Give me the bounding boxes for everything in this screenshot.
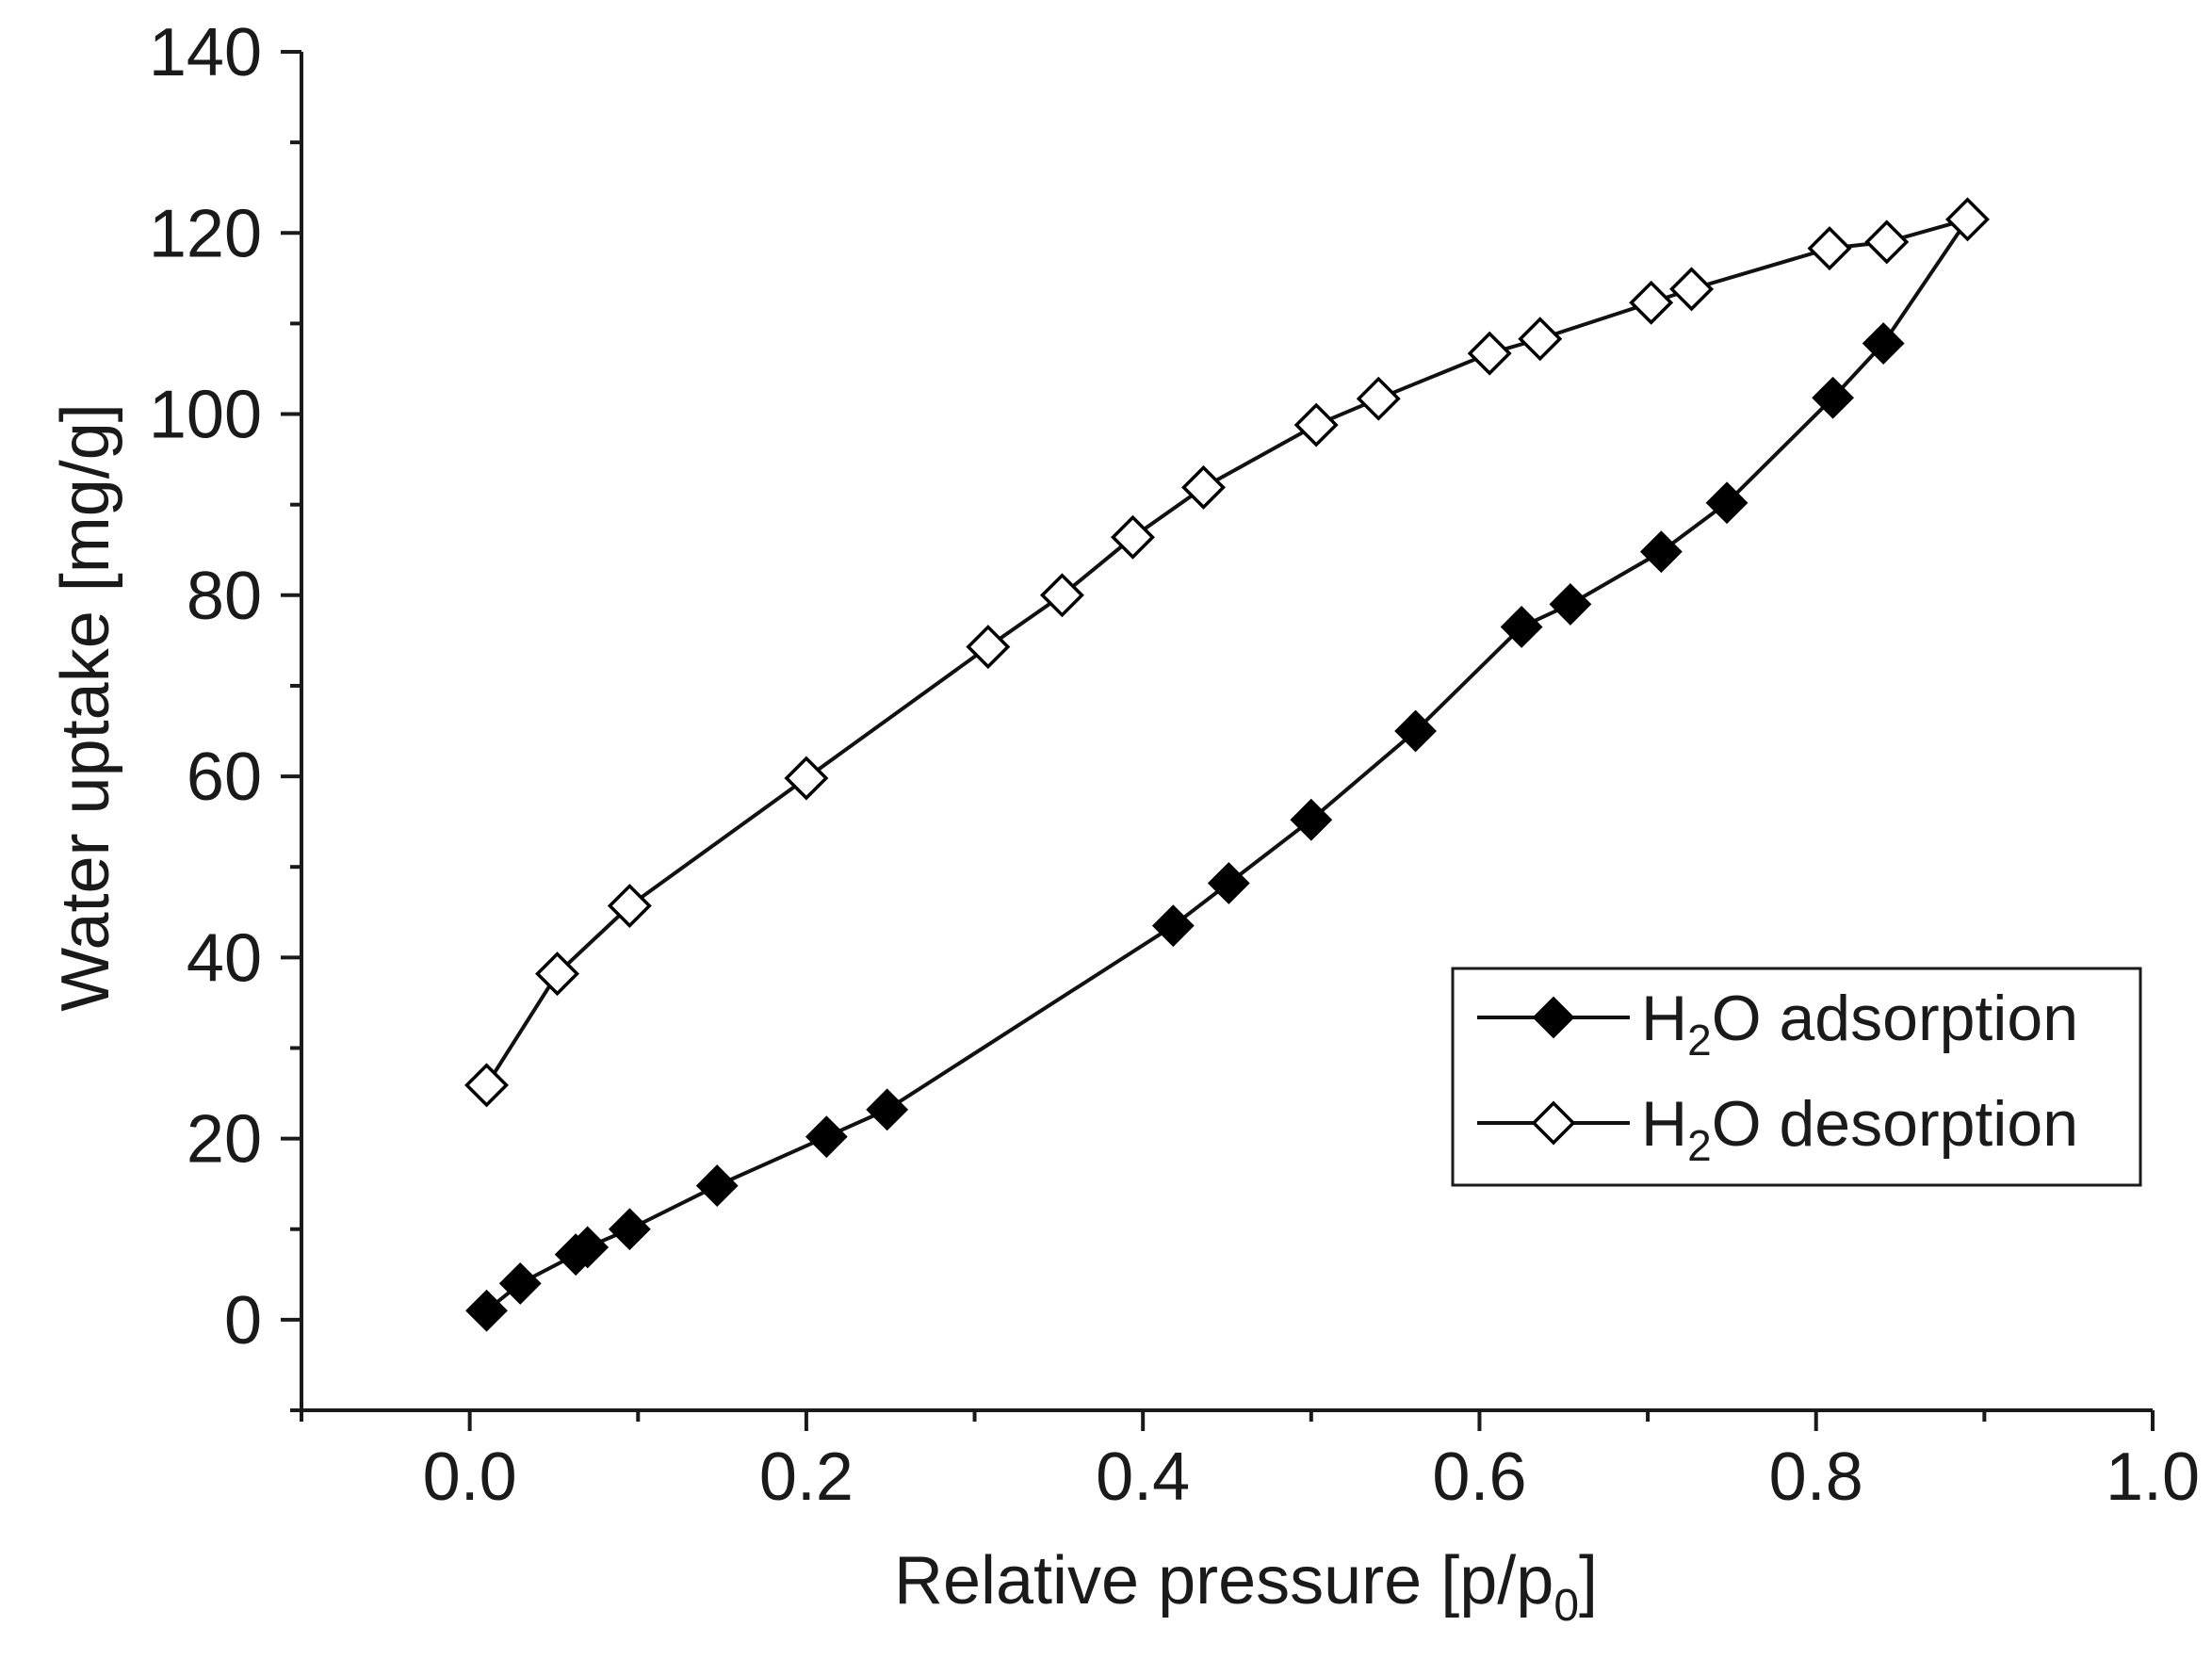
x-tick-label: 0.8: [1769, 1439, 1863, 1515]
data-point-desorption: [1039, 573, 1084, 618]
x-axis-title-close: ]: [1579, 1543, 1598, 1618]
data-point-adsorption: [695, 1164, 739, 1208]
data-point-desorption: [1518, 317, 1563, 362]
y-tick-label: 40: [187, 920, 262, 996]
x-axis-title-subscript: 0: [1553, 1581, 1579, 1631]
data-point-desorption: [1181, 464, 1226, 510]
data-point-adsorption: [1812, 376, 1855, 419]
x-tick-label: 0.6: [1432, 1439, 1526, 1515]
data-point-desorption: [1669, 267, 1715, 312]
y-tick-label: 0: [224, 1283, 262, 1358]
data-point-desorption: [1945, 197, 1990, 242]
data-point-adsorption: [1394, 709, 1437, 753]
data-point-desorption: [535, 951, 580, 997]
data-point-desorption: [784, 756, 829, 801]
data-point-adsorption: [1705, 481, 1748, 525]
legend-marker-open-diamond: [1531, 1100, 1576, 1146]
data-point-desorption: [1467, 331, 1512, 376]
data-point-adsorption: [1639, 530, 1683, 574]
y-tick-label: 20: [187, 1102, 262, 1178]
legend-entry-desorption: H2O desorption: [1477, 1088, 2078, 1170]
y-axis-title: Water uptake [mg/g]: [48, 403, 123, 1012]
y-tick-label: 140: [149, 15, 262, 90]
data-point-adsorption: [566, 1226, 610, 1269]
x-axis-title-main: Relative pressure [p/p: [894, 1543, 1553, 1618]
x-ticks: 0.0 0.2 0.4 0.6 0.8 1.0: [300, 1410, 2200, 1515]
legend: H2O adsorption H2O desorption: [1451, 967, 2142, 1187]
legend-label-adsorption-prefix: H: [1641, 983, 1687, 1054]
data-point-adsorption: [608, 1208, 651, 1251]
data-point-adsorption: [1151, 904, 1195, 948]
data-point-adsorption: [1290, 798, 1333, 841]
x-tick-label: 1.0: [2106, 1439, 2200, 1515]
legend-label-desorption-suffix: O desorption: [1712, 1088, 2078, 1160]
y-ticks: 0 20 40 60 80 100 120 140: [149, 15, 301, 1412]
y-tick-label: 60: [187, 740, 262, 815]
x-tick-label: 0.4: [1096, 1439, 1190, 1515]
data-point-desorption: [966, 625, 1011, 670]
data-point-adsorption: [1862, 322, 1905, 365]
data-point-adsorption: [1500, 606, 1543, 648]
data-point-desorption: [1293, 402, 1339, 447]
legend-label-adsorption: H2O adsorption: [1641, 983, 2078, 1065]
legend-label-adsorption-suffix: O adsorption: [1712, 983, 2078, 1054]
data-point-desorption: [1356, 376, 1401, 421]
data-point-adsorption: [805, 1115, 848, 1159]
x-axis-title: Relative pressure [p/p0]: [894, 1543, 1598, 1631]
data-point-adsorption: [1207, 862, 1250, 904]
y-tick-label: 100: [149, 378, 262, 453]
y-tick-label: 120: [149, 196, 262, 271]
legend-box: [1451, 967, 2142, 1187]
legend-marker-filled-diamond: [1532, 996, 1575, 1039]
data-point-desorption: [1807, 226, 1852, 271]
data-point-adsorption: [465, 1289, 508, 1332]
data-point-desorption: [1110, 514, 1155, 560]
legend-label-desorption: H2O desorption: [1641, 1088, 2078, 1170]
legend-label-desorption-subscript: 2: [1687, 1121, 1712, 1170]
data-point-adsorption: [1549, 582, 1592, 626]
legend-label-desorption-prefix: H: [1641, 1088, 1687, 1160]
x-tick-label: 0.2: [759, 1439, 854, 1515]
y-tick-label: 80: [187, 559, 262, 634]
series-line-desorption: [484, 217, 1969, 1086]
data-point-desorption: [1629, 280, 1674, 325]
plot-area: [464, 197, 1990, 1332]
data-point-desorption: [464, 1063, 509, 1108]
data-point-adsorption: [498, 1261, 542, 1305]
data-point-adsorption: [866, 1088, 909, 1131]
legend-label-adsorption-subscript: 2: [1687, 1016, 1712, 1065]
x-tick-label: 0.0: [423, 1439, 517, 1515]
data-point-desorption: [1864, 220, 1910, 265]
legend-entry-adsorption: H2O adsorption: [1477, 983, 2078, 1065]
data-point-desorption: [607, 884, 652, 929]
